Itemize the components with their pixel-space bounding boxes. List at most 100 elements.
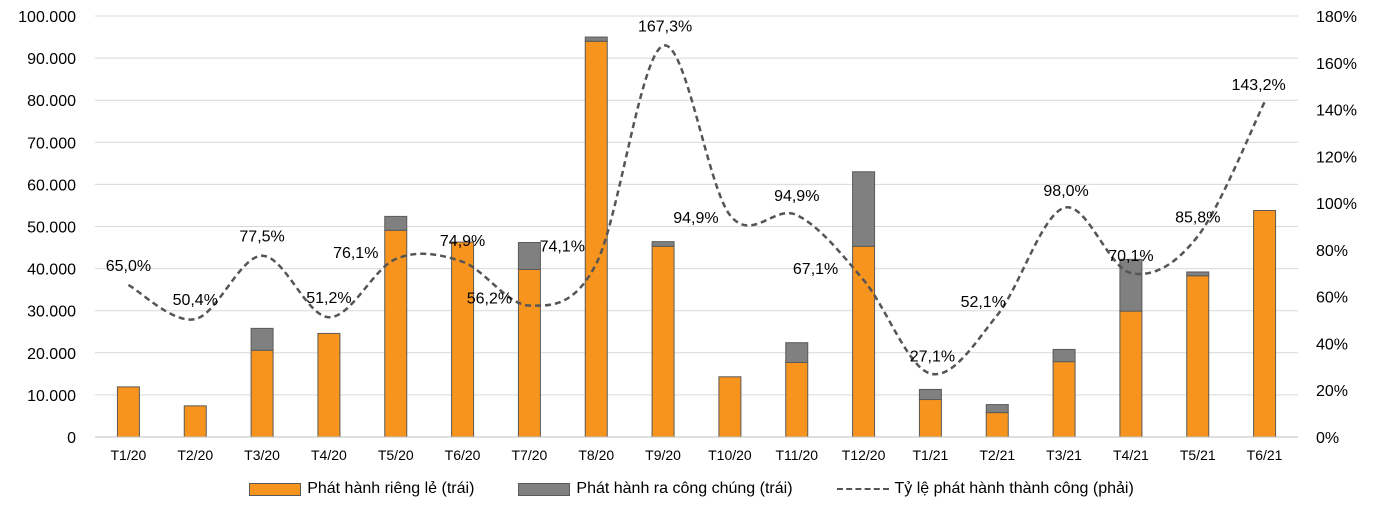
legend-label-private: Phát hành riêng lẻ (trái) bbox=[307, 480, 474, 498]
bar-private bbox=[719, 377, 741, 437]
x-tick-label: T10/20 bbox=[708, 447, 752, 463]
legend-item-rate: Tỷ lệ phát hành thành công (phải) bbox=[837, 480, 1134, 498]
left-tick-label: 0 bbox=[67, 430, 76, 447]
x-tick-label: T3/21 bbox=[1046, 447, 1082, 463]
bar-public bbox=[1053, 349, 1075, 361]
rate-data-label: 85,8% bbox=[1175, 209, 1220, 226]
bar-private bbox=[184, 406, 206, 437]
bar-private bbox=[786, 362, 808, 437]
bar-public bbox=[1120, 259, 1142, 311]
rate-data-label: 76,1% bbox=[333, 245, 378, 262]
right-tick-label: 180% bbox=[1316, 9, 1357, 26]
right-tick-label: 100% bbox=[1316, 196, 1357, 213]
left-tick-label: 90.000 bbox=[27, 51, 76, 68]
legend-item-public: Phát hành ra công chúng (trái) bbox=[518, 480, 792, 498]
x-tick-label: T2/20 bbox=[177, 447, 213, 463]
left-tick-label: 40.000 bbox=[27, 262, 76, 279]
x-tick-label: T8/20 bbox=[578, 447, 614, 463]
rate-data-label: 56,2% bbox=[467, 291, 512, 308]
x-tick-label: T11/20 bbox=[775, 447, 818, 463]
right-axis: 0% 20% 40% 60% 80% 100% 120% 140% 160% 180% bbox=[1316, 9, 1357, 447]
legend-swatch-rate bbox=[837, 488, 889, 490]
right-tick-label: 20% bbox=[1316, 383, 1348, 400]
left-tick-label: 10.000 bbox=[27, 388, 76, 405]
bar-private bbox=[318, 333, 340, 437]
left-tick-label: 70.000 bbox=[27, 135, 76, 152]
right-tick-label: 120% bbox=[1316, 149, 1357, 166]
bar-public bbox=[518, 242, 540, 269]
bar-private bbox=[1120, 311, 1142, 437]
x-tick-label: T2/21 bbox=[979, 447, 1015, 463]
rate-data-label: 51,2% bbox=[306, 290, 351, 307]
x-tick-label: T5/20 bbox=[378, 447, 414, 463]
bar-private bbox=[986, 413, 1008, 437]
right-tick-label: 40% bbox=[1316, 336, 1348, 353]
x-tick-label: T9/20 bbox=[645, 447, 681, 463]
bar-public bbox=[919, 389, 941, 399]
bar-private bbox=[652, 246, 674, 437]
left-tick-label: 20.000 bbox=[27, 346, 76, 363]
legend-swatch-private bbox=[249, 483, 301, 496]
bar-private bbox=[1053, 362, 1075, 437]
bar-public bbox=[986, 405, 1008, 413]
bar-private bbox=[585, 41, 607, 437]
bar-private bbox=[1254, 211, 1276, 437]
x-tick-label: T5/21 bbox=[1180, 447, 1216, 463]
x-axis: T1/20 T2/20 T3/20 T4/20 T5/20 T6/20 T7/20 T8/20… bbox=[95, 437, 1298, 463]
x-tick-label: T6/21 bbox=[1247, 447, 1283, 463]
rate-data-label: 74,9% bbox=[440, 233, 485, 250]
bar-private bbox=[251, 350, 273, 437]
x-tick-label: T1/21 bbox=[913, 447, 949, 463]
x-tick-label: T7/20 bbox=[512, 447, 548, 463]
legend-swatch-public bbox=[518, 483, 570, 496]
x-tick-label: T4/20 bbox=[311, 447, 347, 463]
rate-data-label: 74,1% bbox=[540, 239, 585, 256]
rate-data-label: 67,1% bbox=[793, 261, 838, 278]
bar-public bbox=[786, 343, 808, 363]
rate-data-label: 143,2% bbox=[1231, 77, 1285, 94]
rate-data-label: 50,4% bbox=[173, 292, 218, 309]
left-tick-label: 80.000 bbox=[27, 93, 76, 110]
bar-public bbox=[1187, 272, 1209, 276]
rate-data-label: 94,9% bbox=[774, 188, 819, 205]
bar-public bbox=[585, 37, 607, 41]
right-tick-label: 160% bbox=[1316, 56, 1357, 73]
bar-private bbox=[452, 242, 474, 437]
rate-data-label: 65,0% bbox=[106, 258, 151, 275]
rate-data-label: 27,1% bbox=[910, 349, 955, 366]
left-tick-label: 30.000 bbox=[27, 304, 76, 321]
x-tick-label: T6/20 bbox=[445, 447, 481, 463]
x-tick-label: T4/21 bbox=[1113, 447, 1149, 463]
bar-private bbox=[853, 246, 875, 437]
bars bbox=[117, 37, 1275, 437]
data-labels: 65,0% 50,4% 77,5% 51,2% 76,1% 74,9% 56,2% 74,1%… bbox=[106, 19, 1286, 366]
x-tick-label: T1/20 bbox=[111, 447, 147, 463]
right-tick-label: 0% bbox=[1316, 430, 1339, 447]
bar-private bbox=[919, 400, 941, 437]
right-tick-label: 140% bbox=[1316, 103, 1357, 120]
x-tick-label: T12/20 bbox=[842, 447, 886, 463]
left-tick-label: 50.000 bbox=[27, 220, 76, 237]
right-tick-label: 80% bbox=[1316, 243, 1348, 260]
bar-private bbox=[117, 387, 139, 437]
bar-private bbox=[1187, 276, 1209, 437]
gridlines bbox=[95, 16, 1298, 395]
x-tick-label: T3/20 bbox=[244, 447, 280, 463]
legend-item-private: Phát hành riêng lẻ (trái) bbox=[249, 480, 474, 498]
bar-public bbox=[652, 242, 674, 247]
rate-data-label: 98,0% bbox=[1043, 183, 1088, 200]
rate-data-label: 52,1% bbox=[961, 294, 1006, 311]
legend-label-public: Phát hành ra công chúng (trái) bbox=[576, 480, 792, 498]
bar-private bbox=[518, 269, 540, 437]
bar-private bbox=[385, 230, 407, 437]
right-tick-label: 60% bbox=[1316, 290, 1348, 307]
bar-public bbox=[251, 328, 273, 350]
legend: Phát hành riêng lẻ (trái) Phát hành ra c… bbox=[0, 476, 1383, 502]
left-tick-label: 100.000 bbox=[18, 9, 76, 26]
rate-data-label: 77,5% bbox=[239, 229, 284, 246]
bar-public bbox=[385, 216, 407, 230]
legend-label-rate: Tỷ lệ phát hành thành công (phải) bbox=[895, 480, 1134, 498]
rate-data-label: 94,9% bbox=[673, 210, 718, 227]
rate-data-label: 167,3% bbox=[638, 19, 692, 36]
